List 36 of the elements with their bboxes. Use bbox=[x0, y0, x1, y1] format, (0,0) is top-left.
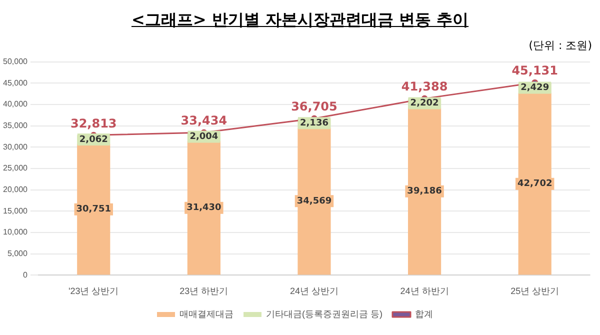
data-label: 31,430 bbox=[186, 203, 222, 214]
data-label: 2,004 bbox=[190, 132, 218, 142]
y-tick-label: 20,000 bbox=[3, 185, 28, 194]
data-label: 34,569 bbox=[296, 196, 332, 207]
data-label: 42,702 bbox=[517, 179, 552, 190]
chart-title: <그래프> 반기별 자본시장관련대금 변동 추이 bbox=[131, 10, 469, 29]
y-tick-label: 5,000 bbox=[7, 249, 28, 258]
data-label: 41,388 bbox=[401, 80, 448, 94]
legend-label: 매매결제대금 bbox=[180, 308, 234, 319]
data-label: 32,813 bbox=[70, 116, 117, 130]
y-tick-label: 50,000 bbox=[3, 57, 28, 66]
y-tick-label: 40,000 bbox=[3, 100, 28, 109]
data-label: 36,705 bbox=[291, 100, 338, 114]
data-label: 30,751 bbox=[76, 204, 111, 215]
text: (단위 : 조원) bbox=[528, 38, 593, 54]
x-tick-label: 25년 상반기 bbox=[510, 286, 560, 296]
x-tick-label: 24년 하반기 bbox=[400, 286, 449, 296]
y-tick-label: 0 bbox=[23, 270, 28, 280]
data-label: 39,186 bbox=[407, 186, 442, 197]
x-tick-label: '23년 상반기 bbox=[68, 286, 119, 296]
y-tick-label: 35,000 bbox=[3, 121, 28, 130]
y-tick-label: 15,000 bbox=[3, 206, 28, 216]
data-label: 33,434 bbox=[180, 114, 228, 128]
legend-label: 합계 bbox=[414, 308, 433, 319]
y-tick-label: 10,000 bbox=[3, 228, 28, 237]
legend-label: 기타대금(등록증권원리금 등) bbox=[266, 308, 383, 319]
data-label: 2,136 bbox=[300, 118, 328, 128]
data-label: 45,131 bbox=[512, 64, 558, 78]
x-tick-label: 24년 상반기 bbox=[290, 286, 338, 296]
data-label: 2,202 bbox=[410, 98, 439, 109]
x-tick-label: 23년 하반기 bbox=[180, 286, 228, 296]
y-tick-label: 30,000 bbox=[3, 142, 28, 152]
y-tick-label: 45,000 bbox=[3, 78, 28, 88]
data-label: 2,429 bbox=[520, 83, 550, 94]
data-label: 2,062 bbox=[79, 134, 108, 145]
y-tick-label: 25,000 bbox=[3, 164, 28, 173]
